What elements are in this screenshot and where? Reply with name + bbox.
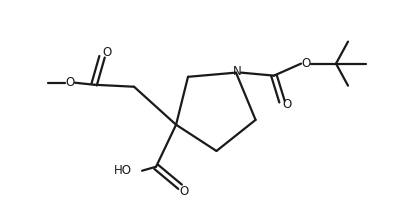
Text: HO: HO [114, 164, 132, 177]
Text: O: O [282, 98, 292, 111]
Text: O: O [179, 185, 189, 198]
Text: O: O [301, 57, 310, 70]
Text: O: O [102, 46, 112, 59]
Text: O: O [66, 76, 75, 89]
Text: N: N [233, 65, 241, 78]
